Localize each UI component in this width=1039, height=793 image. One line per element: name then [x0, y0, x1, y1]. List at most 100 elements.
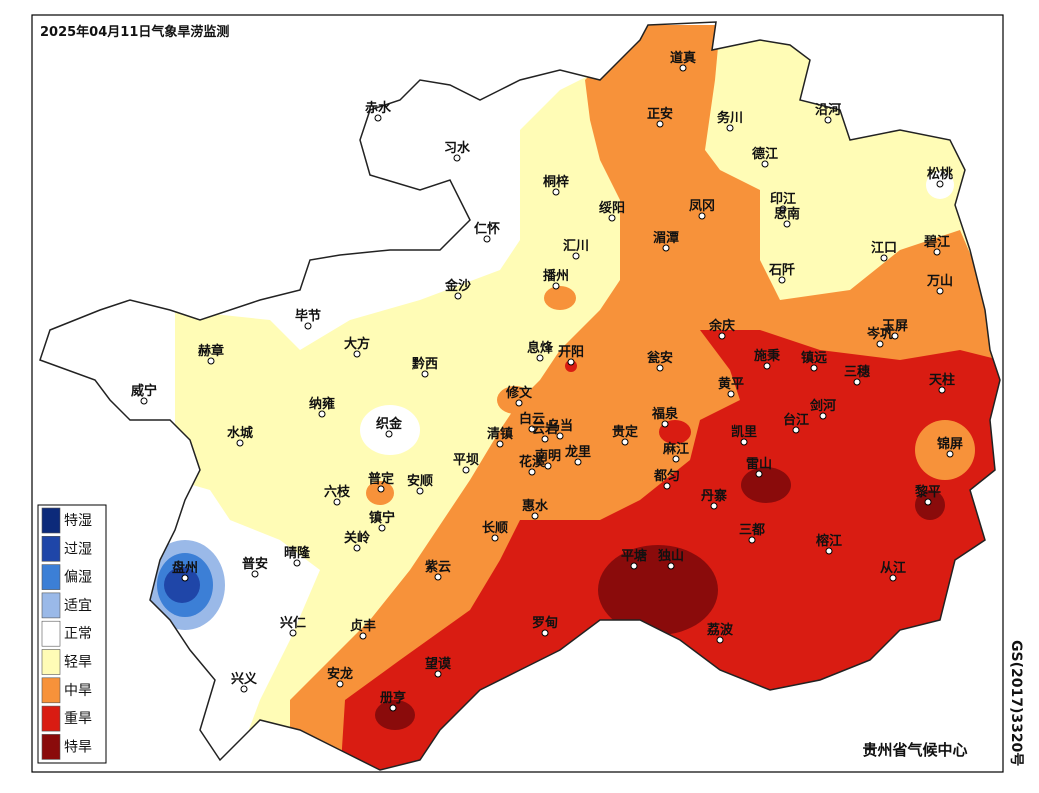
city-label: 花溪: [519, 454, 546, 470]
city-label: 息烽: [527, 340, 554, 356]
city-label: 独山: [658, 548, 684, 564]
normal-area: [360, 405, 420, 455]
footer: 贵州省气候中心: [862, 741, 967, 759]
city-marker: [544, 462, 552, 470]
city-marker: [716, 636, 724, 644]
city-marker: [938, 386, 946, 394]
city-marker: [630, 562, 638, 570]
city-marker: [763, 362, 771, 370]
city-label: 开阳: [558, 345, 584, 360]
city-marker: [293, 559, 301, 567]
city-marker: [378, 524, 386, 532]
city-label: 凯里: [731, 424, 757, 440]
city-marker: [385, 430, 393, 438]
city-marker: [656, 364, 664, 372]
map-title: 2025年04月11日气象旱涝监测: [40, 24, 229, 40]
city-marker: [416, 487, 424, 495]
city-label: 沿河: [815, 102, 841, 118]
city-label: 贞丰: [350, 618, 376, 634]
city-label: 六枝: [324, 484, 351, 500]
city-label: 南明: [535, 448, 561, 464]
city-marker: [453, 154, 461, 162]
city-marker: [528, 425, 536, 433]
city-label: 雷山: [746, 456, 772, 472]
city-label: 平坝: [453, 453, 479, 468]
city-marker: [462, 466, 470, 474]
city-marker: [531, 512, 539, 520]
city-marker: [748, 536, 756, 544]
city-label: 紫云: [425, 559, 451, 575]
city-marker: [434, 573, 442, 581]
city-label: 罗甸: [532, 615, 558, 631]
city-label: 黔西: [412, 356, 438, 372]
city-marker: [556, 432, 564, 440]
legend-swatch: [41, 649, 61, 675]
city-marker: [333, 498, 341, 506]
city-label: 织金: [376, 416, 403, 432]
city-marker: [656, 120, 664, 128]
city-label: 望谟: [425, 656, 452, 672]
city-label: 天柱: [929, 372, 955, 388]
city-label: 晴隆: [284, 545, 311, 561]
city-label: 龙里: [565, 444, 591, 460]
city-label: 榕江: [816, 533, 842, 549]
city-marker: [792, 426, 800, 434]
moderate-drought-area: [366, 481, 394, 505]
city-label: 兴仁: [280, 615, 306, 631]
city-label: 水城: [227, 425, 253, 441]
city-marker: [740, 438, 748, 446]
city-marker: [541, 629, 549, 637]
city-label: 施秉: [754, 348, 781, 364]
legend-label: 特旱: [64, 739, 92, 755]
city-marker: [421, 370, 429, 378]
legend-swatch: [41, 535, 61, 562]
city-marker: [667, 562, 675, 570]
city-marker: [876, 340, 884, 348]
city-marker: [318, 410, 326, 418]
city-marker: [491, 534, 499, 542]
city-marker: [572, 252, 580, 260]
city-marker: [933, 248, 941, 256]
city-marker: [891, 332, 899, 340]
legend-label: 正常: [64, 626, 92, 642]
city-marker: [304, 322, 312, 330]
city-marker: [880, 254, 888, 262]
city-label: 平塘: [621, 548, 647, 564]
city-label: 台江: [783, 412, 809, 428]
city-label: 江口: [871, 240, 897, 256]
city-marker: [236, 439, 244, 447]
city-label: 剑河: [809, 398, 836, 414]
city-label: 清镇: [487, 426, 513, 442]
city-label: 修文: [505, 385, 533, 401]
city-label: 瓮安: [647, 350, 673, 366]
city-label: 播州: [543, 268, 569, 284]
city-marker: [377, 485, 385, 493]
city-marker: [824, 116, 832, 124]
city-label: 岑巩: [866, 326, 893, 342]
city-marker: [889, 574, 897, 582]
moderate-drought-area: [915, 420, 975, 480]
city-marker: [755, 470, 763, 478]
city-marker: [567, 358, 575, 366]
city-label: 习水: [444, 140, 471, 156]
legend-label: 偏湿: [64, 570, 92, 586]
city-marker: [359, 632, 367, 640]
city-label: 赫章: [198, 343, 224, 359]
city-marker: [661, 420, 669, 428]
city-label: 万山: [926, 273, 953, 289]
city-marker: [608, 214, 616, 222]
city-marker: [336, 680, 344, 688]
city-marker: [207, 357, 215, 365]
city-label: 锦屏: [937, 436, 963, 452]
city-marker: [483, 235, 491, 243]
city-label: 碧江: [923, 234, 950, 250]
city-marker: [140, 397, 148, 405]
legend-swatch: [41, 592, 61, 619]
city-label: 玉屏: [882, 319, 908, 334]
city-label: 桐梓: [543, 174, 569, 190]
legend-swatch: [41, 564, 61, 590]
city-marker: [662, 244, 670, 252]
city-marker: [289, 629, 297, 637]
